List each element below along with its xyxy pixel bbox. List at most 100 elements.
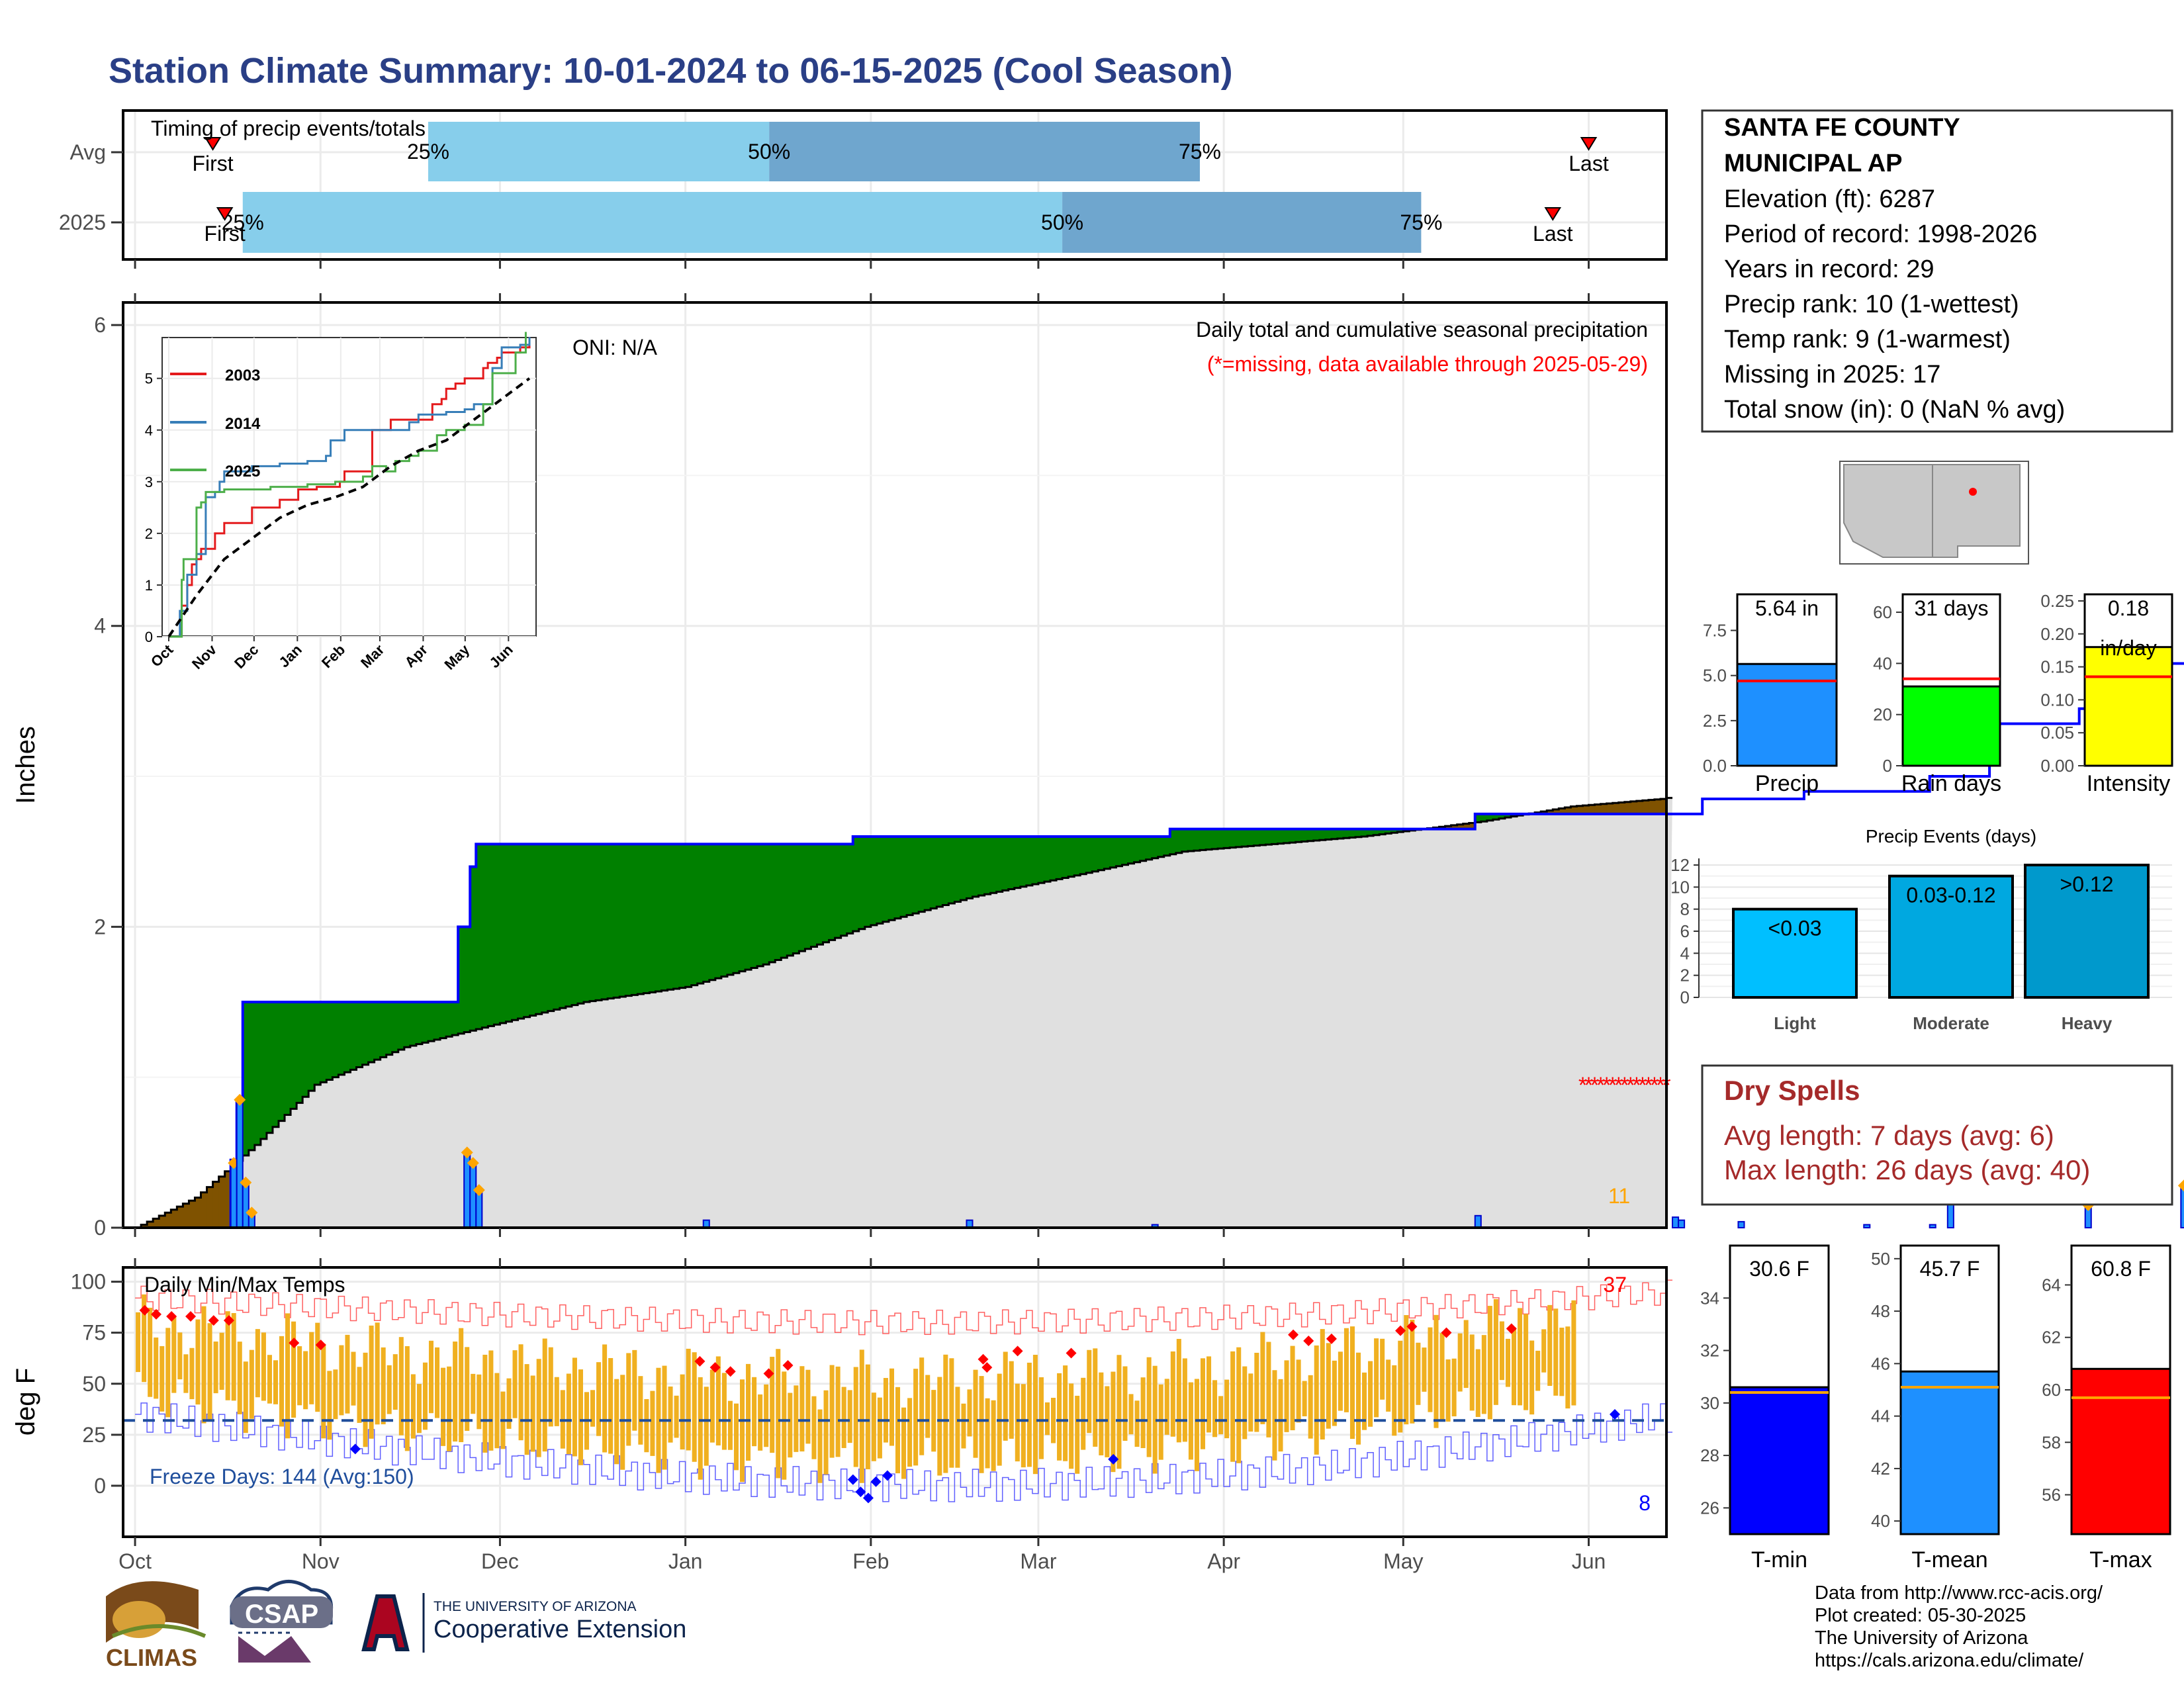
- above-average-band: [1492, 813, 1500, 820]
- daily-temp-bar: [1128, 1394, 1134, 1435]
- daily-temp-bar: [782, 1371, 787, 1480]
- above-average-band: [709, 844, 716, 980]
- record-max-line: [135, 1279, 1673, 1336]
- record-low-marker: [1610, 1409, 1621, 1420]
- tmax-y-tick-label: 62: [2042, 1328, 2061, 1347]
- events-y-tick-label: 6: [1680, 921, 1690, 941]
- daily-temp-bar: [1212, 1380, 1218, 1438]
- daily-temp-bar: [387, 1365, 392, 1414]
- record-high-marker: [1303, 1336, 1314, 1346]
- daily-precip-bar: [242, 1181, 250, 1229]
- daily-temp-bar: [1422, 1347, 1427, 1392]
- intensity-value-unit: in/day: [2100, 636, 2156, 660]
- daily-temp-bar: [530, 1375, 535, 1452]
- above-average-band: [266, 1002, 273, 1133]
- above-average-band: [1104, 836, 1111, 869]
- timing-row-avg-label: Avg: [69, 140, 106, 164]
- daily-temp-bar: [459, 1328, 464, 1443]
- record-high-marker: [1406, 1321, 1418, 1332]
- month-axis-label: Jun: [1572, 1549, 1606, 1573]
- daily-temp-bar: [142, 1294, 147, 1383]
- above-average-band: [1092, 836, 1099, 872]
- daily-temp-bar: [1469, 1334, 1475, 1411]
- above-average-band: [703, 844, 710, 982]
- events-y-tick-label: 12: [1670, 855, 1690, 875]
- above-average-band: [565, 844, 572, 1007]
- daily-temp-bar: [644, 1398, 649, 1453]
- precip-event-category: Heavy: [2062, 1013, 2113, 1033]
- daily-temp-bar: [739, 1379, 745, 1483]
- above-average-band: [751, 844, 758, 968]
- daily-temp-bar: [1122, 1366, 1128, 1441]
- below-average-band: [153, 1218, 159, 1228]
- below-average-band: [1630, 801, 1637, 814]
- above-average-band: [876, 836, 884, 924]
- precip-caption: Daily total and cumulative seasonal prec…: [1196, 318, 1648, 342]
- precip-frame: [122, 301, 1668, 1229]
- daily-temp-bar: [1475, 1349, 1480, 1417]
- above-average-band: [1337, 829, 1344, 839]
- temp-frame: [122, 1266, 1668, 1538]
- above-average-band: [870, 836, 878, 925]
- below-average-band: [1600, 803, 1608, 814]
- above-average-band: [506, 844, 513, 1022]
- tmean-value-label: 45.7 F: [1920, 1257, 1980, 1281]
- record-high-marker: [315, 1340, 326, 1351]
- daily-temp-bar: [327, 1371, 332, 1440]
- above-average-band: [1140, 836, 1147, 861]
- daily-temp-bar: [465, 1347, 470, 1431]
- rain_days-bar: [1901, 685, 2001, 767]
- daily-temp-bar: [859, 1349, 864, 1483]
- daily-temp-bar: [285, 1313, 291, 1439]
- above-average-band: [476, 844, 482, 1029]
- above-average-band: [960, 836, 968, 900]
- tmean-axis-label: T-mean: [1911, 1547, 1987, 1573]
- above-average-band: [535, 844, 543, 1015]
- inset-legend: 2003 2014 2025: [170, 367, 261, 480]
- above-average-band: [805, 844, 812, 949]
- above-average-band: [1026, 836, 1033, 886]
- daily-precip-bar: [1929, 1224, 1936, 1228]
- daily-temp-bar: [225, 1311, 230, 1400]
- above-average-band: [1032, 836, 1039, 884]
- temp-panel-title: Daily Min/Max Temps: [144, 1273, 345, 1297]
- above-average-band: [1098, 836, 1105, 870]
- above-average-band: [404, 1002, 411, 1048]
- above-average-band: [990, 836, 997, 893]
- above-average-band: [1325, 829, 1332, 840]
- tmean-y-tick-label: 50: [1871, 1249, 1890, 1269]
- daily-temp-bar: [1266, 1342, 1271, 1438]
- above-average-band: [590, 844, 596, 1001]
- tmax-y-tick-label: 64: [2042, 1275, 2061, 1295]
- above-average-band: [625, 844, 632, 996]
- daily-temp-bar: [404, 1346, 410, 1451]
- precip-y-tick-label: 0.0: [1703, 756, 1727, 776]
- above-average-band: [248, 1002, 255, 1150]
- daily-temp-bar: [656, 1367, 661, 1473]
- above-average-band: [482, 844, 488, 1028]
- daily-temp-bar: [1349, 1326, 1355, 1439]
- daily-temp-bar: [686, 1348, 691, 1451]
- daily-temp-bar: [1355, 1352, 1361, 1445]
- daily-temp-bar: [794, 1385, 799, 1452]
- daily-temp-bar: [895, 1387, 901, 1474]
- above-average-band: [901, 836, 907, 917]
- above-average-band: [1158, 836, 1165, 857]
- daily-temp-bar: [590, 1390, 596, 1427]
- daily-temp-bar: [435, 1347, 440, 1418]
- missing-note: (*=missing, data available through 2025-…: [1207, 352, 1648, 376]
- daily-temp-bar: [177, 1332, 183, 1380]
- daily-temp-bar: [291, 1321, 296, 1418]
- daily-temp-bar: [1445, 1359, 1451, 1422]
- daily-temp-bar: [441, 1367, 446, 1446]
- above-average-band: [1014, 836, 1021, 888]
- daily-temp-bar: [357, 1367, 362, 1423]
- daily-temp-bar: [877, 1397, 882, 1459]
- below-average-band: [1463, 823, 1470, 829]
- record-min-line: [135, 1402, 1673, 1502]
- events-y-tick-label: 10: [1670, 877, 1690, 897]
- below-average-band: [189, 1201, 196, 1228]
- dry-spells-box: Dry Spells Avg length: 7 days (avg: 6) M…: [1701, 1064, 2173, 1206]
- temp-daily-bars: [123, 1279, 1673, 1504]
- daily-temp-bar: [991, 1400, 996, 1471]
